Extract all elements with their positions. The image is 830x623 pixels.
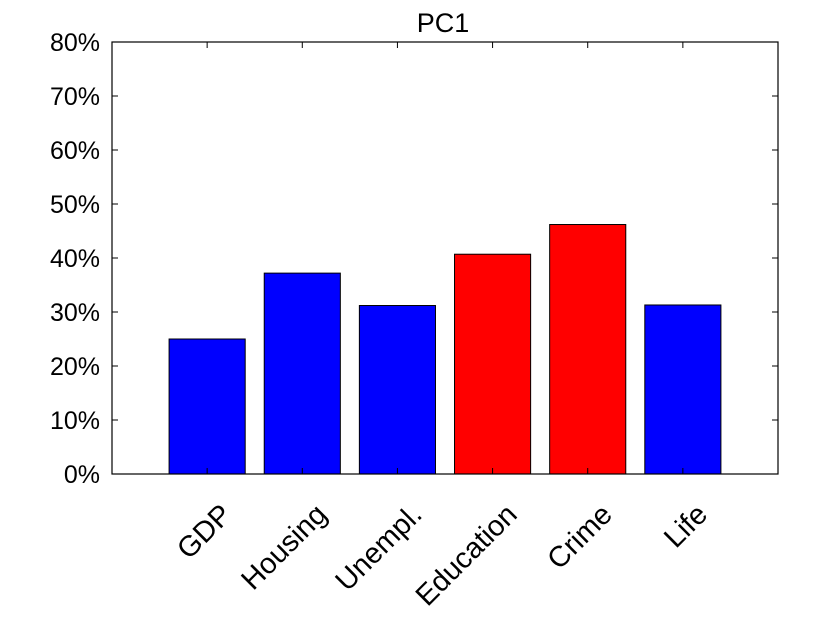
y-tick-label: 70% — [50, 83, 100, 111]
y-tick-label: 40% — [50, 245, 100, 273]
bar-education — [454, 253, 532, 475]
plot-frame — [111, 41, 779, 475]
bar-housing — [263, 272, 341, 475]
x-tick-label: Crime — [541, 498, 618, 575]
y-tick-label: 30% — [50, 299, 100, 327]
bar-unempl — [358, 305, 436, 475]
x-tick-label: Housing — [236, 498, 334, 596]
y-tick-label: 0% — [64, 461, 100, 489]
chart-title: PC1 — [417, 8, 470, 38]
bar-life — [644, 304, 722, 475]
bar-crime — [549, 224, 627, 475]
x-tick-label: Life — [658, 498, 714, 554]
y-tick-label: 60% — [50, 137, 100, 165]
x-tick-label: GDP — [171, 498, 238, 565]
x-tick-label: Education — [410, 498, 524, 612]
bars-group — [168, 224, 722, 475]
bar-gdp — [168, 338, 246, 475]
y-tick-label: 80% — [50, 29, 100, 57]
y-axis: 0% 10% 20% 30% 40% 50% 60% 70% 80% — [50, 29, 778, 489]
y-tick-label: 20% — [50, 353, 100, 381]
x-tick-label: Unempl. — [330, 498, 429, 597]
y-tick-label: 50% — [50, 191, 100, 219]
y-tick-label: 10% — [50, 407, 100, 435]
